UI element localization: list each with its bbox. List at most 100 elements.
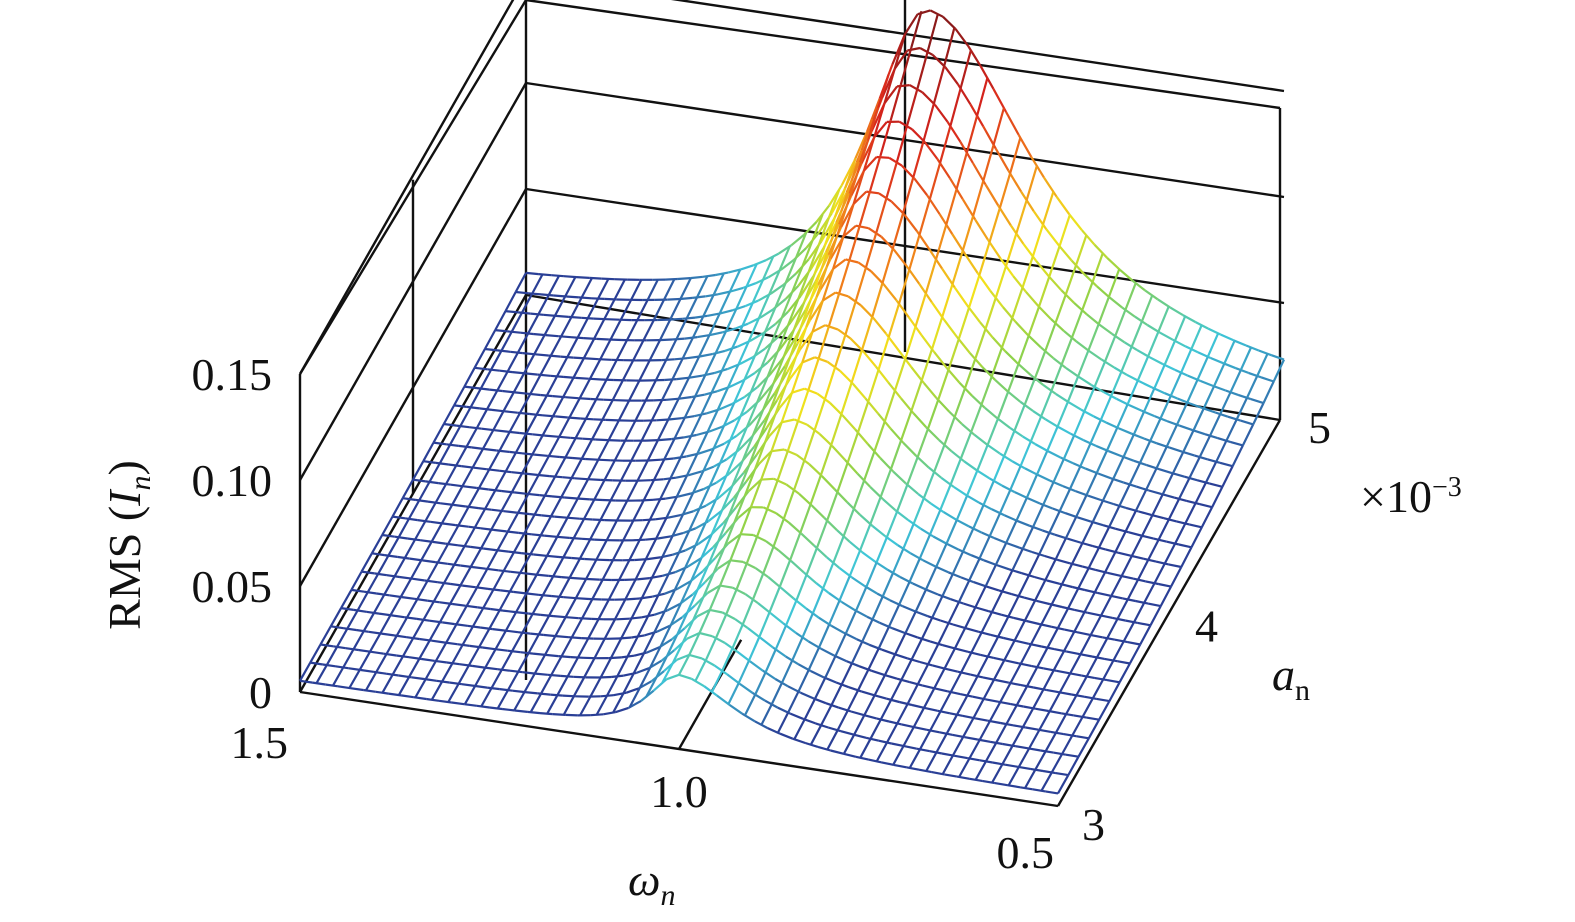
surface-mesh-segment xyxy=(657,573,670,596)
surface-mesh-segment xyxy=(466,405,480,410)
surface-mesh-segment xyxy=(850,641,864,664)
surface-mesh-segment xyxy=(342,648,355,669)
surface-mesh-segment xyxy=(1199,503,1213,509)
surface-mesh-segment xyxy=(471,448,484,469)
surface-mesh-segment xyxy=(967,45,982,67)
surface-mesh-segment xyxy=(1126,579,1139,600)
surface-mesh-segment xyxy=(682,619,695,643)
surface-mesh-segment xyxy=(464,385,478,390)
surface-mesh-segment xyxy=(982,144,995,182)
surface-mesh-segment xyxy=(1081,281,1094,311)
surface-mesh-segment xyxy=(789,712,804,720)
surface-mesh-segment xyxy=(873,674,886,696)
surface-mesh-segment xyxy=(463,485,477,489)
surface-mesh-segment xyxy=(708,425,723,433)
surface-mesh-segment xyxy=(1130,535,1144,557)
surface-mesh-segment xyxy=(1170,566,1183,588)
surface-mesh-segment xyxy=(578,378,591,399)
surface-mesh-segment xyxy=(826,360,841,372)
surface-mesh-segment xyxy=(547,436,561,457)
surface-mesh-segment xyxy=(577,637,590,659)
surface-mesh-segment xyxy=(573,577,587,581)
surface-mesh-segment xyxy=(474,366,488,371)
surface-mesh-segment xyxy=(565,396,579,400)
surface-mesh-segment xyxy=(935,543,948,568)
surface-mesh-segment xyxy=(1013,404,1026,432)
surface-mesh-segment xyxy=(428,462,441,483)
surface-mesh-segment xyxy=(1009,137,1022,174)
surface-mesh-segment xyxy=(891,548,905,574)
surface-mesh-segment xyxy=(1229,369,1242,393)
surface-mesh-segment xyxy=(671,358,684,380)
surface-mesh-segment xyxy=(776,712,790,734)
surface-mesh-segment xyxy=(1008,568,1023,575)
surface-mesh-segment xyxy=(596,337,609,341)
surface-mesh-segment xyxy=(729,416,742,441)
surface-mesh-segment xyxy=(800,532,815,547)
surface-mesh-segment xyxy=(924,566,938,590)
surface-mesh-segment xyxy=(1098,700,1111,721)
surface-mesh-segment xyxy=(1099,395,1113,421)
surface-mesh-segment xyxy=(715,271,729,277)
surface-mesh-segment xyxy=(684,336,698,340)
surface-mesh-segment xyxy=(805,547,818,576)
surface-mesh-segment xyxy=(852,480,866,510)
surface-mesh-segment xyxy=(496,371,509,392)
surface-mesh-segment xyxy=(1019,441,1032,467)
surface-mesh-segment xyxy=(916,51,929,90)
surface-mesh-segment xyxy=(482,588,495,609)
surface-mesh-segment xyxy=(1025,165,1038,201)
surface-mesh-segment xyxy=(696,275,709,298)
surface-mesh-segment xyxy=(1024,290,1040,307)
surface-mesh-segment xyxy=(1042,384,1057,395)
surface-mesh-segment xyxy=(552,396,565,417)
surface-mesh-segment xyxy=(496,531,509,551)
surface-mesh-segment xyxy=(1139,440,1152,464)
surface-mesh-segment xyxy=(562,537,575,558)
surface-mesh-segment xyxy=(739,683,754,694)
surface-mesh-segment xyxy=(819,444,833,476)
surface-mesh-segment xyxy=(663,589,676,613)
y-axis-multiplier: ×10−3 xyxy=(1360,471,1462,522)
surface-mesh-segment xyxy=(974,328,987,360)
surface-mesh-segment xyxy=(1091,500,1104,523)
surface-mesh-segment xyxy=(985,698,999,703)
surface-mesh-segment xyxy=(923,687,936,709)
surface-mesh-segment xyxy=(381,516,394,536)
surface-mesh-segment xyxy=(562,695,575,716)
surface-mesh-segment xyxy=(371,552,385,557)
surface-mesh-segment xyxy=(1009,663,1022,684)
surface-mesh-segment xyxy=(474,667,487,687)
surface-mesh-segment xyxy=(1001,745,1014,765)
surface-mesh-segment xyxy=(443,422,457,427)
surface-mesh-segment xyxy=(529,693,542,713)
surface-mesh-segment xyxy=(416,580,429,600)
surface-mesh-segment xyxy=(795,326,808,357)
surface-mesh-segment xyxy=(535,353,549,357)
surface-mesh-segment xyxy=(613,440,627,462)
surface-mesh-segment xyxy=(407,537,421,542)
surface-mesh-segment xyxy=(486,686,500,691)
surface-mesh-segment xyxy=(595,539,608,561)
surface-mesh-segment xyxy=(1096,285,1111,299)
surface-mesh-segment xyxy=(801,331,814,363)
surface-mesh-segment xyxy=(499,369,513,374)
surface-mesh-segment xyxy=(312,681,326,686)
surface-mesh-segment xyxy=(543,315,556,336)
surface-mesh-segment xyxy=(552,713,566,716)
surface-mesh-segment xyxy=(813,398,827,431)
surface-mesh-segment xyxy=(984,183,1000,207)
surface-mesh-segment xyxy=(692,470,705,494)
surface-mesh-segment xyxy=(427,500,441,505)
surface-mesh-segment xyxy=(734,618,749,629)
surface-mesh-segment xyxy=(535,672,549,676)
surface-mesh-segment xyxy=(759,308,774,319)
surface-mesh-segment xyxy=(926,399,940,430)
surface-mesh-segment xyxy=(931,54,947,68)
surface-mesh-segment xyxy=(813,245,826,275)
surface-mesh-segment xyxy=(1036,599,1050,606)
surface-mesh-segment xyxy=(883,85,898,104)
surface-mesh-segment xyxy=(554,616,567,637)
surface-mesh-segment xyxy=(743,468,757,497)
surface-mesh-segment xyxy=(482,429,495,450)
